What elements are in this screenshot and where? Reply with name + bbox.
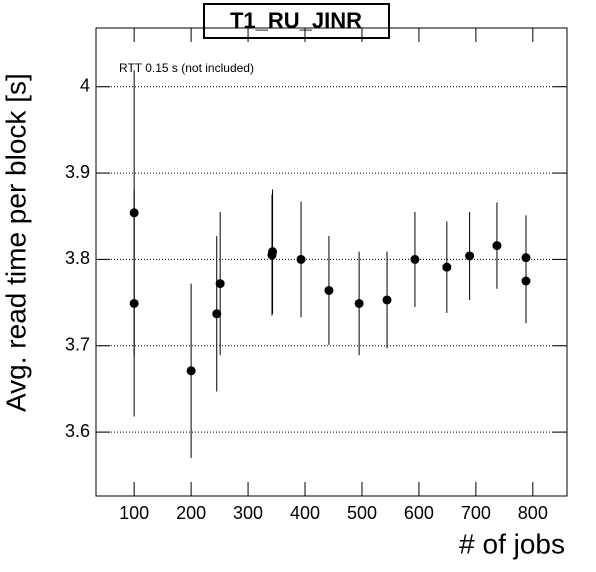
x-tick-label: 300 (233, 503, 263, 523)
point (465, 251, 475, 261)
x-tick-label: 200 (176, 503, 206, 523)
x-tick-label: 700 (461, 503, 491, 523)
point (521, 276, 531, 286)
point (324, 285, 334, 295)
x-tick-label: 100 (119, 503, 149, 523)
point (186, 366, 196, 376)
y-tick-label: 3.6 (65, 421, 90, 441)
chart-title: T1_RU_JINR (230, 8, 362, 33)
point (268, 247, 278, 257)
annotation: RTT 0.15 s (not included) (119, 61, 254, 75)
y-tick-label: 3.9 (65, 162, 90, 182)
point (492, 241, 502, 251)
x-tick-label: 800 (518, 503, 548, 523)
y-axis-label: Avg. read time per block [s] (0, 73, 31, 412)
point (215, 279, 225, 289)
point (410, 254, 420, 264)
plot-frame (95, 27, 568, 497)
y-tick-label: 4 (80, 75, 90, 95)
y-tick-label: 3.7 (65, 335, 90, 355)
point (442, 262, 452, 272)
x-tick-label: 500 (347, 503, 377, 523)
x-axis-label: # of jobs (459, 528, 565, 559)
point (212, 309, 222, 319)
title-box (203, 3, 390, 39)
point (296, 254, 306, 264)
y-tick-label: 3.8 (65, 248, 90, 268)
point (354, 298, 364, 308)
x-tick-label: 400 (290, 503, 320, 523)
x-tick-label: 600 (404, 503, 434, 523)
point (129, 298, 139, 308)
point (382, 295, 392, 305)
